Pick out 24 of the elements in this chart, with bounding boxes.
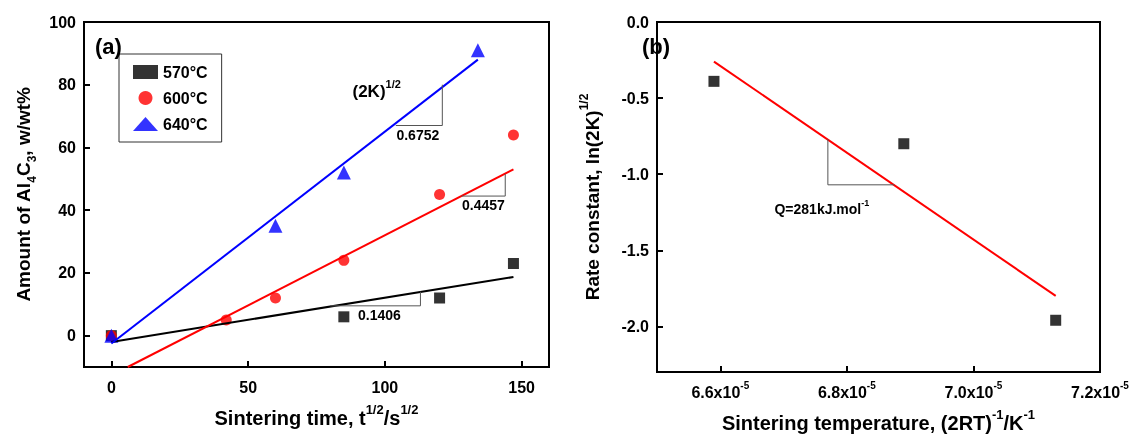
x-tick-label: 100 [371, 378, 399, 396]
x-tick-label: 0 [106, 378, 116, 396]
y-tick-label: -2.0 [621, 317, 650, 335]
legend-label: 600°C [163, 89, 209, 107]
y-axis-title: Rate constant, ln(2K)1/2 [577, 93, 603, 301]
y-tick-label: 20 [58, 264, 77, 282]
y-tick-label: 60 [58, 138, 77, 156]
y-tick-label: 0.0 [626, 13, 650, 31]
x-tick-label: 50 [239, 378, 258, 396]
y-tick-label: 40 [58, 201, 77, 219]
y-tick-label: 80 [58, 76, 77, 94]
annotation: 0.1406 [358, 307, 402, 324]
y-tick-label: 0 [67, 327, 77, 345]
y-tick-label: -1.0 [621, 165, 650, 183]
text: (a) [95, 33, 122, 59]
y-axis-title: Amount of Al4C3, w/wt% [13, 86, 40, 302]
y-tick-label: -1.5 [621, 241, 650, 259]
y-tick-label: -0.5 [621, 89, 650, 107]
annotation: 0.4457 [462, 197, 506, 214]
y-tick-label: 100 [49, 13, 77, 31]
annotation: 0.6752 [396, 127, 440, 144]
x-tick-label: 150 [508, 378, 536, 396]
legend-label: 640°C [163, 115, 209, 133]
legend-label: 570°C [163, 63, 209, 81]
